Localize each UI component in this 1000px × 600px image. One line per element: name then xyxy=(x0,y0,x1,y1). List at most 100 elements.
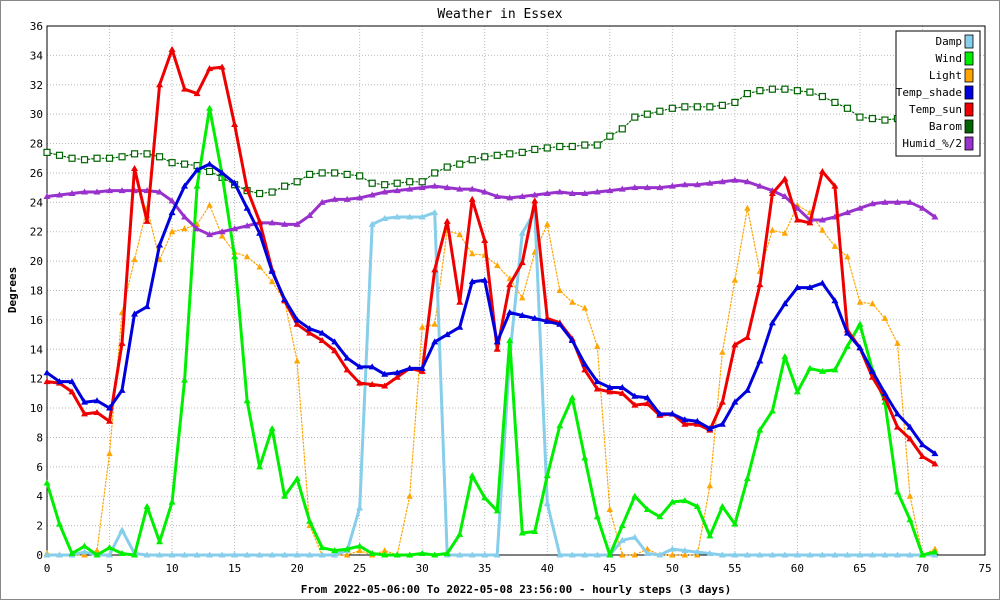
data-point xyxy=(206,201,213,208)
data-point xyxy=(581,360,589,367)
data-point xyxy=(131,551,139,558)
data-point xyxy=(781,192,789,199)
data-point xyxy=(343,195,351,202)
data-point xyxy=(793,87,802,95)
data-point xyxy=(106,551,114,558)
data-point xyxy=(793,551,801,558)
data-point xyxy=(81,542,89,549)
data-point xyxy=(493,192,501,199)
y-tick-label: 6 xyxy=(36,461,43,474)
data-point xyxy=(493,338,501,345)
data-point xyxy=(43,148,51,156)
data-point xyxy=(156,241,164,248)
data-point xyxy=(205,167,214,176)
data-point xyxy=(693,548,701,555)
data-point xyxy=(68,550,76,557)
x-tick-label: 0 xyxy=(44,562,51,575)
data-point xyxy=(718,398,726,405)
data-point xyxy=(143,551,151,558)
data-point xyxy=(669,551,676,558)
data-point xyxy=(706,179,714,186)
data-point xyxy=(206,231,214,238)
data-point xyxy=(431,338,439,345)
data-point xyxy=(718,503,726,510)
data-point xyxy=(418,184,426,191)
data-point xyxy=(468,472,476,479)
data-point xyxy=(268,425,276,432)
data-point xyxy=(506,194,514,201)
data-point xyxy=(443,184,451,191)
data-point xyxy=(306,325,314,332)
legend-swatch xyxy=(964,68,974,83)
data-point xyxy=(55,151,64,159)
data-point xyxy=(568,551,576,558)
series-line xyxy=(45,209,937,557)
data-point xyxy=(243,222,251,229)
data-point xyxy=(681,497,689,504)
data-point xyxy=(643,110,651,118)
data-point xyxy=(668,545,676,552)
data-point xyxy=(744,204,751,211)
data-point xyxy=(93,547,101,554)
data-point xyxy=(618,125,626,133)
data-point xyxy=(456,298,464,305)
data-point xyxy=(243,185,251,192)
y-tick-label: 0 xyxy=(36,549,43,562)
x-tick-label: 10 xyxy=(165,562,178,575)
data-point xyxy=(456,530,464,537)
data-point xyxy=(93,408,101,415)
data-point xyxy=(531,314,539,321)
data-point xyxy=(256,263,263,270)
data-point xyxy=(831,242,839,249)
data-point xyxy=(181,551,189,558)
data-point xyxy=(418,364,426,371)
x-tick-label: 30 xyxy=(416,562,429,575)
y-tick-label: 26 xyxy=(30,167,43,180)
data-point xyxy=(143,503,151,510)
y-tick-label: 28 xyxy=(30,138,43,151)
data-point xyxy=(543,317,551,324)
data-point xyxy=(893,551,901,558)
data-point xyxy=(356,542,364,549)
data-point xyxy=(80,156,89,164)
data-point xyxy=(256,229,264,236)
data-point xyxy=(643,550,651,557)
data-point xyxy=(381,214,389,221)
data-point xyxy=(506,150,514,158)
plot-frame xyxy=(46,25,986,556)
data-point xyxy=(181,225,188,232)
data-point xyxy=(268,551,276,558)
data-point xyxy=(493,507,501,514)
data-point xyxy=(856,344,864,351)
data-point xyxy=(293,220,301,227)
data-point xyxy=(81,410,89,417)
series-line xyxy=(45,48,937,466)
data-point xyxy=(569,298,576,305)
data-point xyxy=(493,151,501,159)
legend-label: Wind xyxy=(936,52,963,65)
legend-label: Barom xyxy=(929,120,962,133)
data-point xyxy=(281,220,289,227)
data-point xyxy=(844,253,851,260)
data-point xyxy=(718,178,726,185)
data-point xyxy=(393,551,401,558)
data-point xyxy=(894,339,901,346)
data-point xyxy=(468,185,476,192)
data-point xyxy=(481,494,489,501)
series-humid-2 xyxy=(43,176,939,238)
data-point xyxy=(806,364,814,371)
data-point xyxy=(131,256,138,263)
data-point xyxy=(756,281,764,288)
data-point xyxy=(193,90,201,97)
data-point xyxy=(931,213,939,220)
legend-swatch xyxy=(964,119,974,134)
data-point xyxy=(543,472,551,479)
data-point xyxy=(718,101,726,109)
data-point xyxy=(593,385,601,392)
data-point xyxy=(281,551,289,558)
data-point xyxy=(893,488,901,495)
data-point xyxy=(231,225,239,232)
data-point xyxy=(493,345,501,352)
data-point xyxy=(768,319,776,326)
data-point xyxy=(518,529,526,536)
